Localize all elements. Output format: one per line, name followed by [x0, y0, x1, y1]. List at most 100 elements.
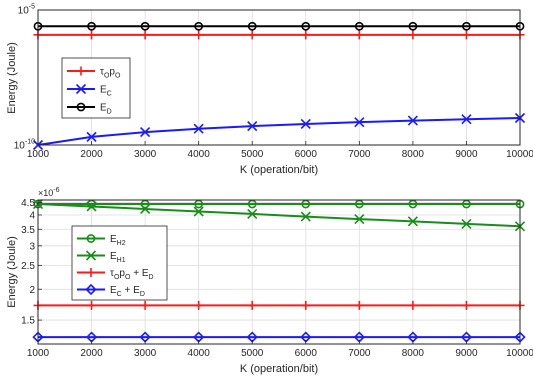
x-tick-label: 6000: [295, 149, 318, 160]
legend-text-part: τ: [110, 268, 114, 279]
data-point-marker: [247, 300, 257, 310]
x-tick-label: 5000: [241, 149, 264, 160]
top-x-tick-labels: 1000 2000 3000 4000 5000 6000 7000 8000 9000 1000…: [27, 141, 533, 160]
legend-text-part: p: [119, 268, 125, 279]
y-tick-label: 4.5: [21, 198, 35, 209]
legend-text-part: D: [140, 291, 145, 298]
legend-text-part: O: [104, 73, 110, 80]
top-y-tick-labels: 10-510-10: [14, 4, 42, 152]
data-point-marker: [354, 30, 364, 40]
y-tick-label: 2.5: [21, 261, 35, 272]
data-point-marker: [193, 206, 204, 217]
y-tick-base: 3: [29, 241, 35, 252]
bottom-energy-chart: 1000 2000 3000 4000 5000 6000 7000 8000 9000 1000…: [6, 187, 533, 375]
x-tick-label: 10000: [506, 348, 533, 359]
data-point-marker: [140, 300, 150, 310]
y-tick-base: 10: [14, 141, 26, 152]
x-tick-label: 1000: [27, 348, 50, 359]
bottom-plot-frame: [37, 199, 521, 345]
data-point-marker: [408, 21, 418, 31]
data-point-marker: [87, 30, 97, 40]
data-point-marker: [354, 300, 364, 310]
legend-marker-sample: [76, 66, 86, 76]
x-tick-label: 7000: [348, 149, 371, 160]
legend-text-part: D: [107, 109, 112, 116]
data-point-marker: [354, 214, 365, 225]
y-tick-base: 2.5: [21, 261, 35, 272]
legend-text-part: D: [149, 274, 154, 281]
bottom-y-tick-labels: 1.5 2 2.5 3 3.5 44.5: [21, 198, 42, 327]
data-point-marker: [86, 201, 97, 212]
legend-entry-label: EC + ED: [110, 285, 145, 298]
data-point-marker: [140, 21, 150, 31]
data-point-marker: [408, 300, 418, 310]
x-tick-label: 3000: [134, 348, 157, 359]
data-point-marker: [140, 203, 151, 215]
y-tick-exponent: -10: [25, 139, 35, 146]
legend-entry-label: ED: [100, 103, 112, 116]
legend-text-part: E: [110, 285, 117, 296]
data-point-marker: [194, 30, 204, 40]
data-point-marker: [194, 300, 204, 310]
x-tick-label: 6000: [295, 348, 318, 359]
legend-text-part: E: [100, 85, 107, 96]
legend-marker-sample: [76, 102, 86, 112]
legend-entry-label: τOpO + ED: [110, 268, 154, 281]
data-point-marker: [193, 123, 204, 134]
bottom-y-axis-label: Energy (Joule): [6, 236, 18, 308]
data-point-marker: [301, 30, 311, 40]
data-point-marker: [407, 216, 418, 227]
bottom-x-axis-label: K (operation/bit): [240, 363, 318, 375]
legend-marker-sample: [85, 283, 97, 296]
legend-text-part: C: [107, 91, 112, 98]
data-point-marker: [87, 21, 96, 31]
x-tick-label: 9000: [455, 348, 478, 359]
y-tick-label: 10-5: [18, 4, 35, 17]
data-point-marker: [301, 21, 311, 31]
data-point-marker: [300, 211, 311, 222]
series-line: [37, 203, 521, 228]
y-tick-label: 4: [29, 210, 35, 221]
data-point-marker: [461, 300, 471, 310]
legend-text-part: p: [109, 67, 115, 78]
x-tick-label: 2000: [80, 348, 103, 359]
legend-text-part: + E: [130, 268, 148, 279]
y-tick-base: 2: [29, 285, 35, 296]
legend-text-part: O: [115, 73, 121, 80]
data-point-marker: [87, 300, 97, 310]
y-tick-label: 10-10: [14, 139, 35, 152]
y-tick-exponent: -5: [29, 4, 35, 11]
legend-text-part: E: [110, 251, 117, 262]
x-tick-label: 4000: [188, 149, 211, 160]
data-point-marker: [461, 114, 472, 125]
data-point-marker: [407, 115, 418, 126]
y-tick-label: 1.5: [21, 316, 35, 327]
data-point-marker: [247, 30, 257, 40]
bottom-exponent-label: ×10-6: [38, 187, 60, 198]
series-line: [37, 117, 521, 146]
data-point-marker: [300, 118, 311, 130]
data-point-marker: [408, 30, 418, 40]
legend-text-part: O: [114, 274, 120, 281]
data-point-marker: [354, 21, 364, 31]
y-tick-label: 2: [29, 285, 35, 296]
top-series-lines: [37, 25, 521, 146]
legend-entry-label: EC: [100, 85, 112, 98]
y-tick-label: 3: [29, 241, 35, 252]
legend-text-part: + E: [122, 285, 140, 296]
data-point-marker: [247, 208, 258, 219]
x-tick-label: 3000: [134, 149, 157, 160]
legend-text-part: C: [117, 291, 122, 298]
x-tick-label: 4000: [188, 348, 211, 359]
legend-text-part: O: [125, 274, 131, 281]
data-point-marker: [462, 21, 471, 31]
legend-marker-sample: [86, 268, 96, 277]
x-tick-label: 10000: [506, 149, 533, 160]
x-tick-label: 2000: [80, 149, 103, 160]
top-energy-chart: 1000 2000 3000 4000 5000 6000 7000 8000 9000 1000…: [6, 4, 533, 177]
bottom-exponent-power: -6: [53, 187, 59, 194]
data-point-marker: [194, 21, 204, 31]
y-tick-base: 3.5: [21, 225, 35, 236]
data-point-marker: [301, 300, 311, 310]
